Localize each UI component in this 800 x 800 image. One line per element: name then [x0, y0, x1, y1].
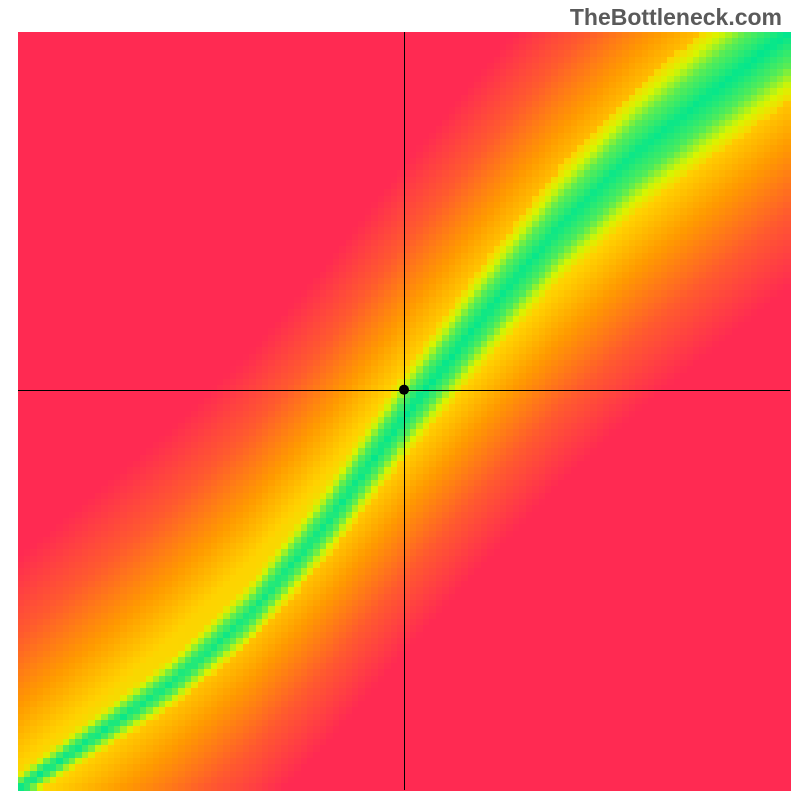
heatmap-chart	[0, 0, 800, 800]
watermark-text: TheBottleneck.com	[570, 4, 782, 31]
